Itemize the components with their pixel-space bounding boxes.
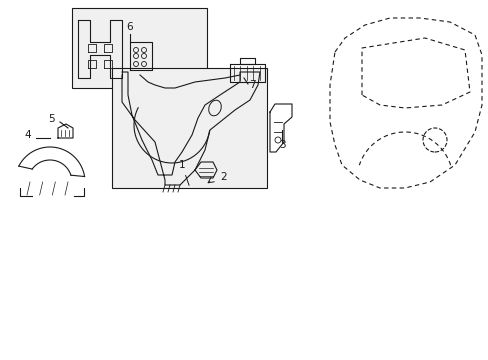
Text: 7: 7 (248, 80, 255, 90)
Text: 2: 2 (220, 172, 226, 182)
Text: 3: 3 (278, 140, 285, 150)
Bar (112, 68, 266, 188)
Text: 6: 6 (126, 22, 133, 32)
Text: 5: 5 (48, 114, 55, 124)
Text: 1: 1 (178, 160, 189, 185)
Text: 4: 4 (24, 130, 31, 140)
Bar (72, 8, 206, 88)
